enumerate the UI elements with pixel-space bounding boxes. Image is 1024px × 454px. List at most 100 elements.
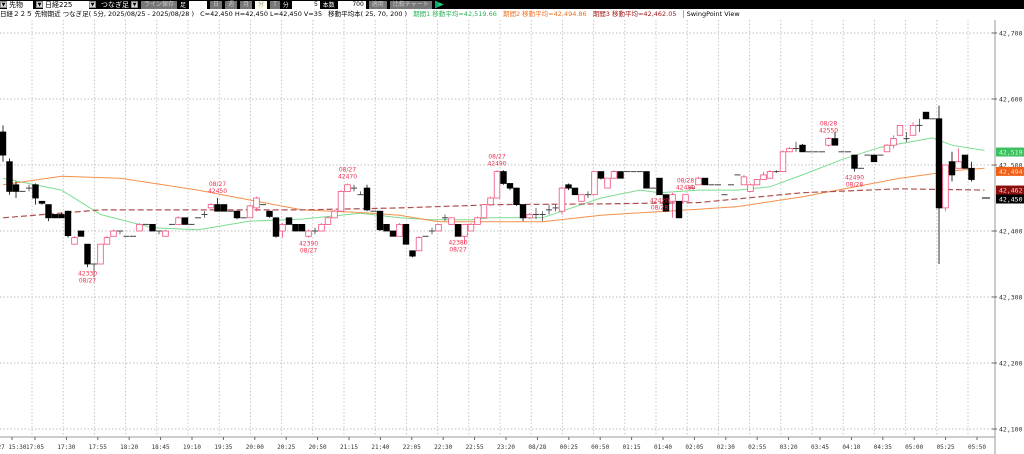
- candle: [429, 227, 435, 235]
- candle-body: [305, 230, 312, 237]
- candle: [467, 223, 475, 232]
- candle-body: [760, 174, 767, 180]
- candle: [51, 214, 59, 219]
- candle-body: [487, 197, 494, 205]
- candle-body: [12, 184, 20, 192]
- minutes-input[interactable]: 5: [291, 0, 320, 9]
- x-tick-label: 03:20: [780, 444, 798, 451]
- x-tick-label: 08/28: [528, 444, 546, 451]
- candle: [45, 204, 52, 222]
- candle-body: [519, 204, 527, 219]
- candle-body: [610, 171, 618, 179]
- period-month-button[interactable]: 月: [240, 0, 253, 9]
- candle: [773, 170, 780, 173]
- candle-body: [480, 204, 488, 219]
- y-tick-label: 42,200.0: [999, 360, 1024, 368]
- candle-body: [870, 154, 878, 163]
- price-badge-label: 42,450: [999, 196, 1023, 204]
- chevron-down-icon[interactable]: ▼: [0, 1, 7, 8]
- candle: [825, 137, 832, 147]
- candle: [474, 216, 481, 225]
- index-select[interactable]: ▼ 日経225 ▼: [36, 0, 96, 9]
- candle-body: [331, 210, 338, 219]
- swing-date: 08/27: [339, 166, 356, 173]
- candle: [786, 147, 793, 153]
- x-tick-label: 18:20: [120, 444, 138, 451]
- candle-body: [272, 217, 280, 237]
- apply-button[interactable]: 適用: [368, 0, 387, 9]
- candle: [175, 216, 182, 225]
- period-minute-button[interactable]: 分: [255, 0, 268, 9]
- candle: [415, 236, 423, 252]
- flag-icon[interactable]: [434, 0, 444, 9]
- chart-info-bar: 日経２２５ 先物期近 つなぎ足( 5分, 2025/08/25 - 2025/0…: [0, 9, 1024, 20]
- minutes-label: 分: [282, 2, 289, 9]
- candle-body: [968, 167, 975, 180]
- save-line-button[interactable]: ライン保存: [141, 0, 178, 9]
- count-input[interactable]: 700: [337, 0, 366, 9]
- candle: [272, 217, 280, 238]
- candle: [351, 184, 357, 192]
- swing-date: 08/28: [846, 182, 863, 189]
- bar-input[interactable]: [189, 0, 208, 9]
- swing-date: 08/28: [651, 205, 668, 212]
- candle: [513, 187, 520, 206]
- y-tick-label: 42,300.0: [999, 294, 1024, 302]
- candle-body: [526, 214, 533, 219]
- grid: [0, 20, 995, 437]
- candle: [500, 170, 507, 185]
- chevron-down-icon[interactable]: ▼: [89, 1, 96, 8]
- candle-body: [435, 223, 442, 232]
- candle: [383, 223, 390, 232]
- candle-body: [571, 187, 579, 196]
- candle: [656, 177, 663, 196]
- candle-body: [6, 161, 13, 192]
- price-badge-label: 42,519.6: [999, 149, 1024, 157]
- market-select[interactable]: ▼ 先物: [0, 0, 33, 9]
- swing-price: 42480: [676, 185, 695, 192]
- candle-body: [578, 194, 585, 202]
- candle: [409, 250, 416, 258]
- candle: [461, 223, 468, 245]
- candle: [77, 230, 85, 237]
- candle: [961, 154, 969, 169]
- y-tick-label: 42,400.0: [999, 228, 1024, 236]
- chevron-down-icon[interactable]: ▼: [131, 1, 138, 8]
- candle-body: [136, 223, 143, 232]
- compare-chart-button[interactable]: 比較チャート: [389, 0, 432, 9]
- y-tick-label: 42,600.0: [999, 96, 1024, 104]
- chevron-down-icon[interactable]: ▼: [36, 1, 43, 8]
- period-day-button[interactable]: 日: [210, 0, 223, 9]
- market-select-value: 先物: [7, 0, 33, 9]
- period-tick-button[interactable]: T: [270, 0, 280, 9]
- candle: [539, 211, 546, 222]
- period-week-button[interactable]: 週: [225, 0, 238, 9]
- x-tick-label: 20:00: [246, 444, 264, 451]
- candle: [558, 186, 566, 215]
- candle: [389, 230, 397, 237]
- candle-body: [84, 243, 91, 265]
- candle: [305, 229, 312, 238]
- candle: [662, 194, 670, 212]
- candle-body: [220, 204, 228, 212]
- candle-body: [701, 177, 709, 186]
- moving-average-line-1: [2, 137, 985, 231]
- candle: [233, 210, 241, 220]
- swing-date: 08/27: [79, 277, 96, 284]
- x-tick-label: 19:10: [183, 444, 201, 451]
- ma3-readout: 期間3 移動平均=42,462.05: [592, 10, 677, 18]
- x-tick-label: 20:25: [277, 444, 295, 451]
- candle: [298, 223, 306, 232]
- candle-body: [51, 214, 59, 219]
- candle-body: [948, 161, 956, 176]
- candle-body: [955, 161, 962, 169]
- candle-body: [909, 125, 917, 136]
- bar-type-select[interactable]: つなぎ足 ▼: [99, 0, 138, 9]
- x-tick-label: 17:30: [57, 444, 75, 451]
